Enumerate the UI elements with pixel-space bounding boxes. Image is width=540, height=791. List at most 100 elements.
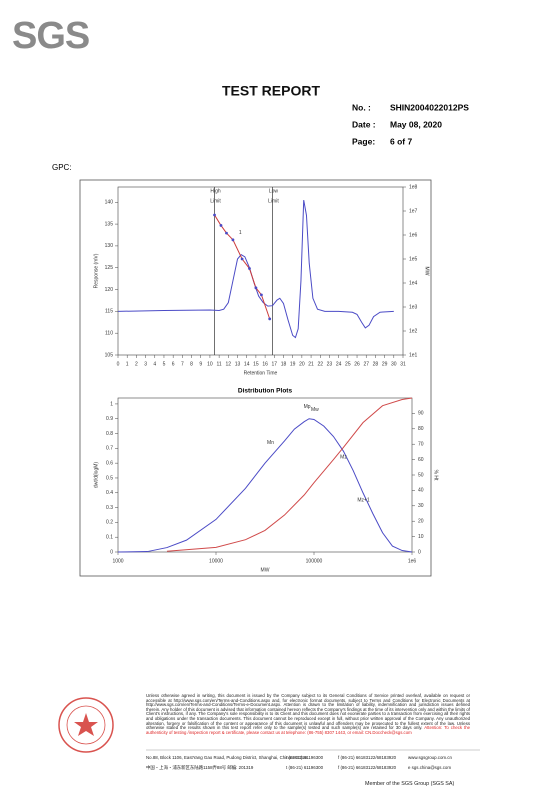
- x-tick-label: 23: [327, 361, 333, 367]
- x-tick-label: 3: [144, 361, 147, 367]
- x-tick-label: 21: [308, 361, 314, 367]
- y-tick-label: 0.1: [106, 535, 113, 541]
- fax: f (86-21) 66183122/68183920: [338, 765, 397, 770]
- y2-tick-label: 70: [418, 442, 424, 448]
- y-tick-label: 0.8: [106, 431, 113, 437]
- calibration-point: [219, 224, 223, 227]
- x-tick-label: 8: [190, 361, 193, 367]
- logo: SGS: [12, 15, 89, 57]
- y2-tick-label: 30: [418, 503, 424, 509]
- y2-tick-label: 40: [418, 488, 424, 494]
- x-tick-label: 5: [163, 361, 166, 367]
- y-tick-label: 0.9: [106, 416, 113, 422]
- series-line: [117, 418, 413, 553]
- limit-label: Low: [269, 188, 279, 194]
- x-tick-label: 17: [272, 361, 278, 367]
- plot-frame: [117, 397, 413, 553]
- field-value: 6 of 7: [390, 136, 412, 146]
- y2-axis-label: % Ht: [433, 470, 439, 481]
- y-tick-label: 1: [110, 401, 113, 407]
- address: No.88, Block 1106, EastYang Gao Road, Pu…: [146, 755, 307, 760]
- y-tick-label: 0: [110, 549, 113, 555]
- y-tick-label: 135: [105, 221, 114, 227]
- y-tick-label: 125: [105, 265, 114, 271]
- limit-label: Limit: [268, 198, 279, 204]
- x-tick-label: 20: [299, 361, 305, 367]
- x-tick-label: 25: [345, 361, 351, 367]
- x-tick-label: 12: [226, 361, 232, 367]
- x-tick-label: 13: [235, 361, 241, 367]
- y-tick-label: 0.7: [106, 446, 113, 452]
- x-tick-label: 27: [363, 361, 369, 367]
- y2-tick-label: 60: [418, 457, 424, 463]
- plot-frame: [117, 186, 404, 356]
- fax: f (86-21) 66183122/68183920: [338, 755, 397, 760]
- field-label: Date :: [352, 119, 376, 129]
- y2-tick-label: 1e8: [409, 184, 418, 190]
- y-axis-label: Response (mV): [93, 253, 99, 288]
- y2-tick-label: 90: [418, 411, 424, 417]
- y-tick-label: 140: [105, 200, 114, 206]
- y-tick-label: 0.6: [106, 460, 113, 466]
- x-tick-label: 19: [290, 361, 296, 367]
- field-label: Page:: [352, 136, 375, 146]
- annotation: Mz: [340, 455, 347, 461]
- x-tick-label: 10000: [209, 558, 223, 564]
- calibration-point: [231, 238, 235, 242]
- address-line: No.88, Block 1106, EastYang Gao Road, Pu…: [146, 755, 476, 760]
- x-tick-label: 1000: [112, 558, 123, 564]
- x-axis-label: Retention Time: [244, 370, 278, 376]
- calibration-point: [268, 317, 272, 321]
- calibration-point: [225, 231, 228, 235]
- x-tick-label: 30: [391, 361, 397, 367]
- calibration-point: [248, 267, 251, 270]
- y2-tick-label: 0: [418, 549, 421, 555]
- web: www.sgsgroup.com.cn: [408, 755, 452, 760]
- address: 中国・上海・浦东新区东陆路1158弄88号 邮编: 201319: [146, 765, 254, 770]
- y2-tick-label: 1e1: [409, 352, 418, 358]
- y2-tick-label: 50: [418, 472, 424, 478]
- x-tick-label: 11: [217, 361, 222, 367]
- field-label: No. :: [352, 102, 371, 112]
- x-tick-label: 22: [317, 361, 323, 367]
- x-tick-label: 18: [281, 361, 287, 367]
- x-axis-label: MW: [261, 567, 270, 573]
- y2-tick-label: 1e5: [409, 256, 418, 262]
- disclaimer-text: Unless otherwise agreed in writing, this…: [146, 693, 470, 731]
- calibration-point: [260, 293, 263, 297]
- x-tick-label: 100000: [306, 558, 323, 564]
- x-tick-label: 31: [400, 361, 406, 367]
- x-tick-label: 28: [373, 361, 379, 367]
- annotation: 1: [239, 230, 242, 236]
- phone: t (86-21) 61196300: [286, 755, 324, 760]
- x-tick-label: 1e6: [408, 558, 417, 564]
- series-line: [117, 200, 394, 339]
- y-tick-label: 115: [105, 309, 113, 315]
- phone: t (86-21) 61196300: [286, 765, 324, 770]
- y-tick-label: 0.5: [106, 475, 113, 481]
- y2-tick-label: 1e6: [409, 232, 418, 238]
- y-tick-label: 0.2: [106, 520, 113, 526]
- disclaimer: Unless otherwise agreed in writing, this…: [146, 693, 470, 735]
- x-tick-label: 7: [181, 361, 184, 367]
- y2-tick-label: 1e7: [409, 208, 418, 214]
- calibration-point: [240, 257, 244, 261]
- figure-frame: [79, 179, 432, 577]
- limit-label: Limit: [210, 198, 221, 204]
- x-tick-label: 2: [135, 361, 138, 367]
- x-tick-label: 10: [207, 361, 213, 367]
- x-tick-label: 14: [244, 361, 250, 367]
- x-tick-label: 16: [262, 361, 268, 367]
- calibration-point: [254, 286, 258, 290]
- y2-tick-label: 1e2: [409, 328, 418, 334]
- y2-axis-label: MW: [424, 267, 430, 276]
- x-tick-label: 29: [382, 361, 388, 367]
- y2-tick-label: 1e4: [409, 280, 418, 286]
- calibration-point: [213, 213, 216, 217]
- series-line: [166, 397, 413, 552]
- annotation: Mp: [304, 404, 311, 410]
- y-tick-label: 0.3: [106, 505, 113, 511]
- series-line: [214, 214, 271, 320]
- attention-text: Attention: To check the authenticity of …: [146, 725, 470, 735]
